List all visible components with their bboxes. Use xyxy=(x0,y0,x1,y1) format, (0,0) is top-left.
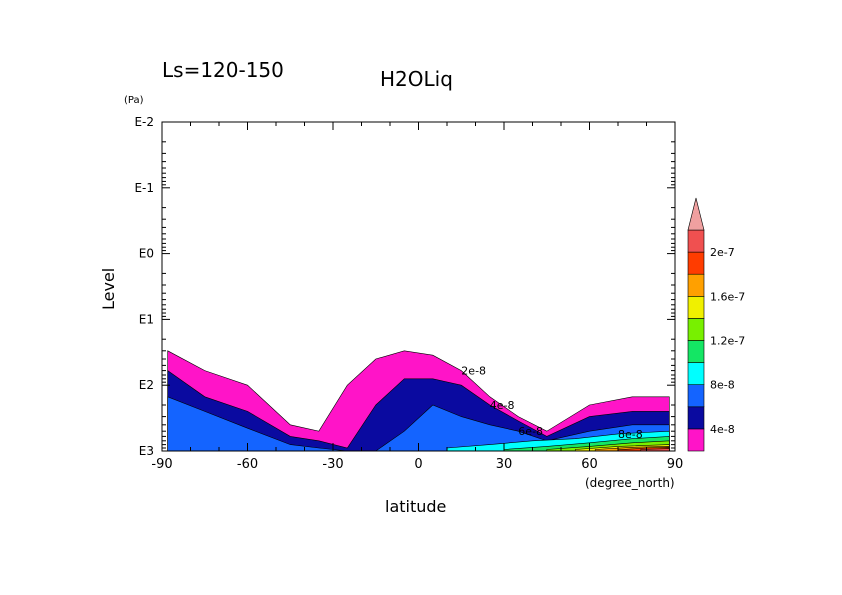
y-axis-label: Level xyxy=(99,268,118,310)
colorbar-label: 2e-7 xyxy=(710,246,735,259)
x-tick-label: 30 xyxy=(496,457,513,472)
y-tick-label: E-2 xyxy=(134,115,154,129)
y-axis-ticks: E-2 E-1 E0 E1 E2 E3 xyxy=(134,115,675,458)
colorbar-label: 1.2e-7 xyxy=(710,335,745,348)
contour-label: 2e-8 xyxy=(461,365,486,378)
contour-fill-6e-8 xyxy=(167,396,670,452)
y-tick-label: E1 xyxy=(139,312,154,326)
colorbar-label: 8e-8 xyxy=(710,379,735,392)
chart-subtitle: Ls=120-150 xyxy=(162,58,284,82)
colorbar-box xyxy=(687,229,705,253)
colorbar-box xyxy=(687,340,705,363)
colorbar-box xyxy=(687,273,705,297)
contour-label: 8e-8 xyxy=(618,428,643,441)
contour-label: 6e-8 xyxy=(518,425,543,438)
colorbar-label: 4e-8 xyxy=(710,423,735,436)
x-tick-label: -60 xyxy=(237,457,258,472)
colorbar-box xyxy=(687,295,705,319)
x-tick-label: 90 xyxy=(667,457,684,472)
colorbar-box xyxy=(687,318,705,341)
colorbar-box xyxy=(687,362,705,386)
contour-fill-4e-8 xyxy=(167,370,670,452)
colorbar-box xyxy=(687,384,705,408)
x-tick-label: 60 xyxy=(581,457,598,472)
x-axis-ticks: -90 -60 -30 0 30 60 90 xyxy=(151,122,683,472)
colorbar-label: 1.6e-7 xyxy=(710,290,745,303)
colorbar-box xyxy=(687,428,705,452)
x-tick-label: -30 xyxy=(322,457,343,472)
y-tick-label: E2 xyxy=(139,378,154,392)
chart-title: H2OLiq xyxy=(380,67,453,91)
plot-area: 2e-8 4e-86e-8 8e-8 -90 -60 -30 0 30 60 90 E-2 E-1… xyxy=(134,115,683,472)
colorbar: 4e-8 8e-8 1.2e-7 1.6e-7 2e-7 xyxy=(687,197,745,452)
x-tick-label: 0 xyxy=(414,457,422,472)
x-axis-units: (degree_north) xyxy=(585,476,675,490)
y-axis-units: (Pa) xyxy=(124,95,144,106)
x-axis-label: latitude xyxy=(385,497,446,516)
colorbar-extension xyxy=(687,197,705,231)
y-tick-label: E3 xyxy=(139,444,154,458)
y-tick-label: E0 xyxy=(139,247,154,261)
y-tick-label: E-1 xyxy=(134,181,154,195)
contour-fills xyxy=(167,350,670,452)
contour-label: 4e-8 xyxy=(490,399,515,412)
colorbar-box xyxy=(687,406,705,430)
x-tick-label: -90 xyxy=(151,457,172,472)
contour-labels: 2e-8 4e-86e-8 8e-8 xyxy=(461,365,642,441)
colorbar-box xyxy=(687,251,705,275)
